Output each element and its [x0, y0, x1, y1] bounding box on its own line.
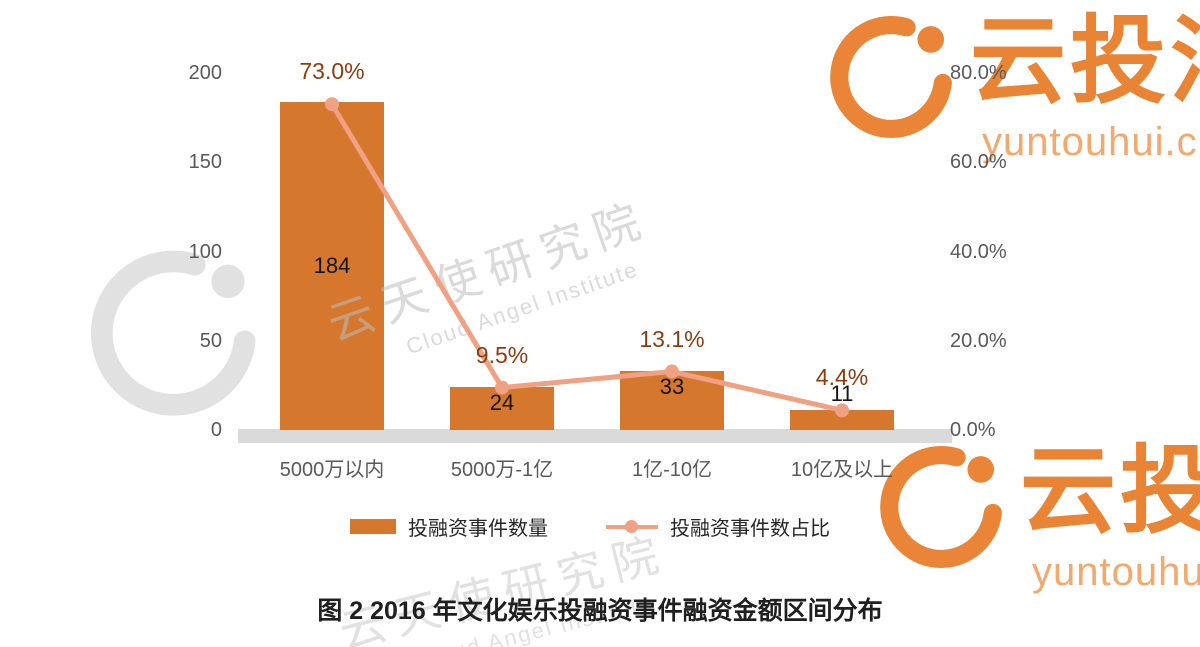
yuntouhui-logo-icon: [830, 15, 952, 138]
category-label: 1亿-10亿: [631, 459, 713, 481]
left-axis-tick: 150: [188, 151, 222, 174]
brand-name-en: yuntouhui.c: [982, 120, 1198, 164]
brand-name-cn: 云投汇: [1020, 438, 1200, 545]
legend-dot: [625, 520, 638, 533]
right-axis-tick: 60.0%: [950, 151, 1007, 174]
yuntouhui-watermark-top: 云投汇 yuntouhui.c: [822, 8, 1200, 178]
x-axis-line: [238, 429, 952, 443]
line-series-swatch: [606, 519, 658, 534]
category-label: 5000万-1亿: [450, 459, 554, 481]
legend-label-bar: 投融资事件数量: [408, 518, 548, 540]
left-axis-tick: 200: [188, 62, 222, 84]
category-label: 10亿及以上: [790, 459, 894, 481]
bar-series-swatch: [350, 519, 396, 534]
left-axis-tick: 0: [210, 419, 222, 441]
right-axis-tick: 20.0%: [950, 329, 1007, 352]
yuntouhui-watermark-bottom: 云投汇 yuntouhui.c: [872, 438, 1200, 647]
legend-item-line: 投融资事件数占比: [606, 512, 830, 541]
brand-name-cn: 云投汇: [970, 8, 1200, 115]
percent-value-label: 73.0%: [299, 58, 365, 85]
brand-name-en: yuntouhui.c: [1032, 550, 1200, 594]
category-label: 5000万以内: [279, 459, 385, 481]
bar-10亿及以上: [790, 410, 894, 430]
legend-item-bar: 投融资事件数量: [350, 512, 548, 541]
right-axis-tick: 40.0%: [950, 240, 1007, 263]
right-axis-tick: 0.0%: [950, 419, 996, 441]
gray-brand-watermark: [78, 238, 278, 443]
chart-legend: 投融资事件数量 投融资事件数占比: [0, 512, 1180, 541]
legend-label-line: 投融资事件数占比: [670, 518, 830, 540]
left-axis-tick: 100: [188, 240, 222, 263]
yuntouhui-logo-icon: [880, 445, 1002, 568]
right-axis-tick: 80.0%: [950, 62, 1007, 84]
figure-caption: 图 2 2016 年文化娱乐投融资事件融资金额区间分布: [317, 597, 883, 625]
cloud-logo-icon: [90, 250, 256, 416]
left-axis-tick: 50: [199, 329, 222, 352]
